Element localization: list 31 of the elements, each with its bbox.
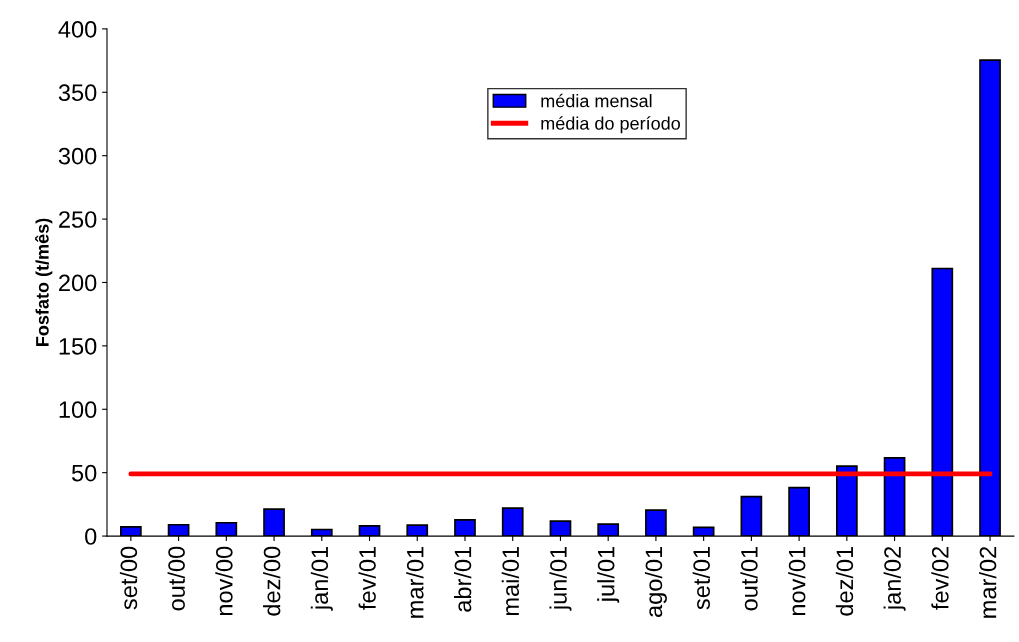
y-axis-title: Fosfato (t/mês): [35, 218, 53, 346]
y-tick-label: 50: [71, 464, 97, 482]
y-tick-label: 100: [59, 401, 97, 419]
y-tick-label: 250: [59, 211, 97, 228]
y-tick-label: 150: [59, 337, 97, 355]
y-tick-label: 350: [58, 84, 97, 102]
x-tick-label: jan/02: [883, 546, 906, 611]
x-tick-label: dez/01: [835, 546, 854, 616]
x-tick-label: set/00: [119, 546, 138, 610]
x-tick-label: jul/01: [597, 546, 620, 603]
y-tick-label: 400: [58, 20, 97, 38]
x-tick-label: nov/00: [215, 546, 233, 616]
x-tick-label: jun/01: [549, 546, 572, 611]
x-tick-label: set/01: [692, 546, 710, 610]
x-tick-label: out/01: [740, 546, 758, 611]
x-tick-label: abr/01: [453, 546, 472, 612]
x-tick-label: dez/00: [263, 546, 281, 616]
x-tick-label: mar/02: [979, 546, 997, 618]
x-tick-label: fev/02: [931, 546, 949, 610]
y-tick-label: 300: [58, 147, 97, 165]
x-tick-label: mai/01: [501, 546, 520, 616]
legend-label: média mensal: [541, 93, 652, 108]
x-tick-label: ago/01: [644, 546, 667, 617]
x-tick-label: nov/01: [788, 546, 806, 616]
x-tick-label: fev/01: [358, 546, 376, 610]
y-tick-label: 0: [85, 528, 97, 545]
x-tick-label: mar/01: [406, 546, 424, 618]
legend-label: média do período: [541, 116, 680, 134]
y-tick-label: 200: [59, 274, 97, 292]
x-tick-label: out/00: [167, 546, 185, 611]
x-tick-label: jan/01: [310, 546, 333, 611]
